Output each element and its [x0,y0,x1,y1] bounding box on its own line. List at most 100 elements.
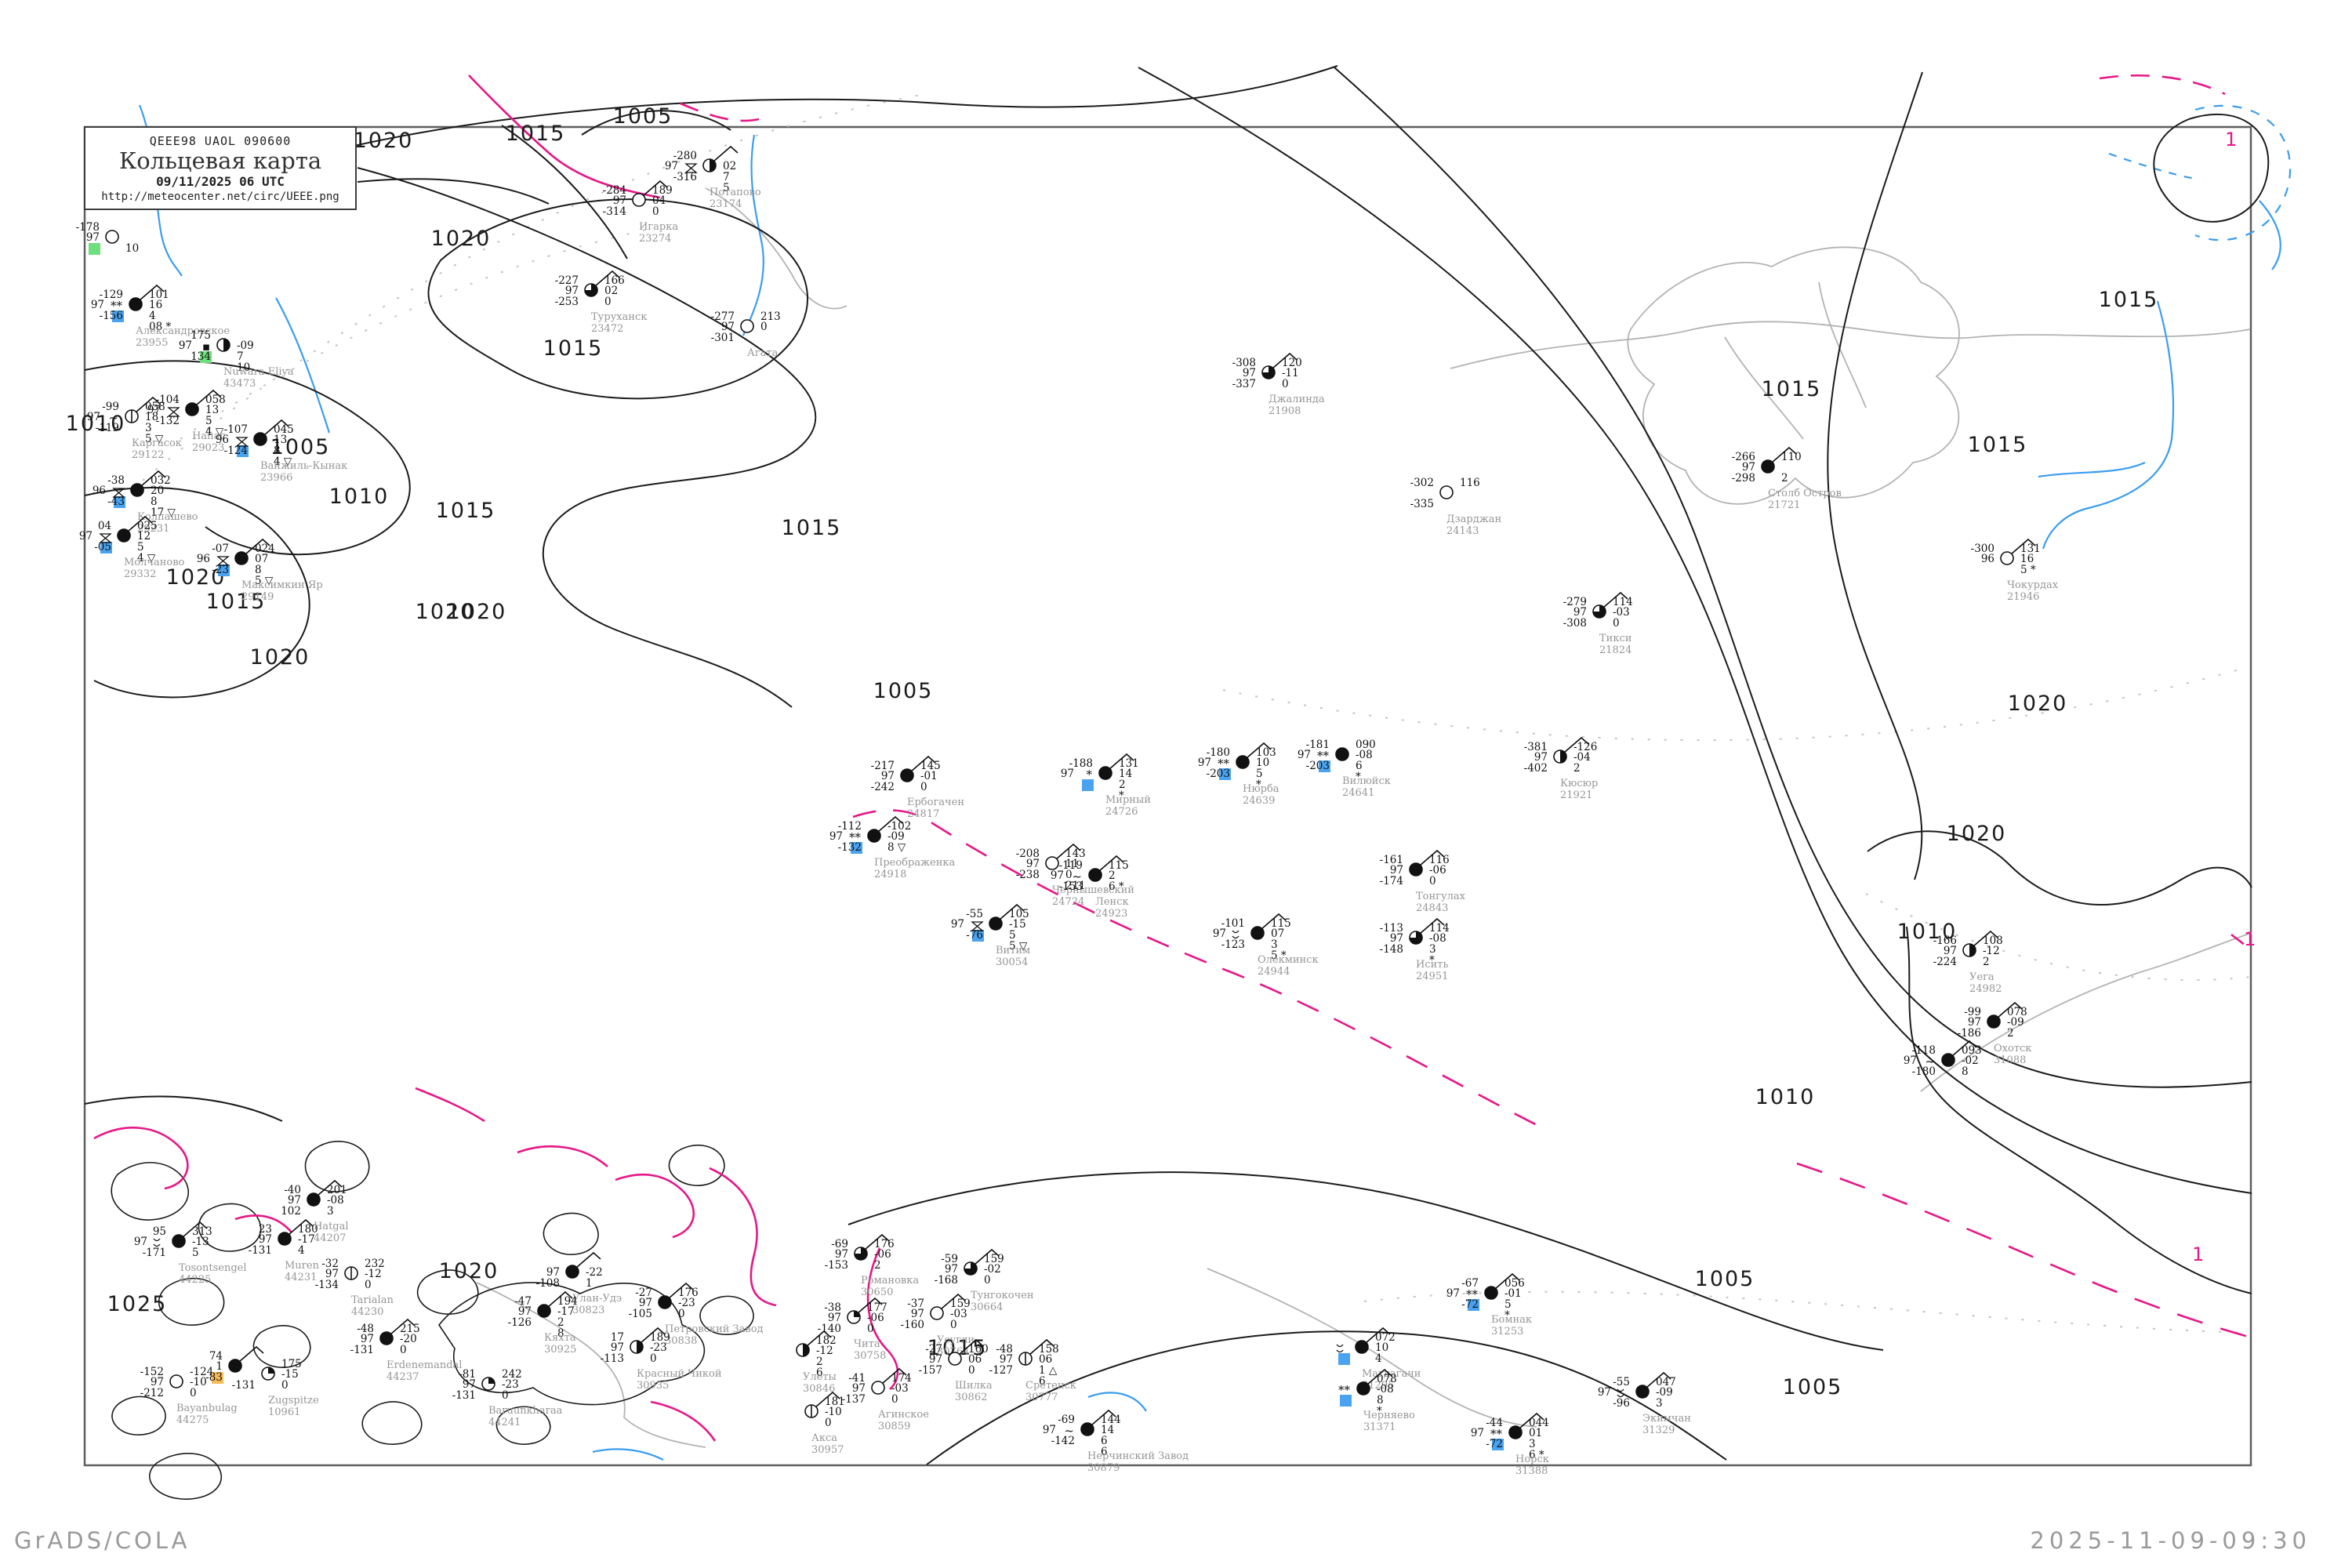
station-value: Baruunkharaa [488,1405,563,1417]
station-value: -152 [140,1366,164,1378]
wind-barb [1272,352,1298,369]
station-value: -108 [536,1277,560,1290]
wind-barb [1365,1327,1391,1344]
station-value: -72 [1486,1438,1503,1450]
wind-barb [864,1233,890,1250]
station-value: 8 ▽ [887,841,906,854]
station-value: Потапово [710,187,761,198]
station-value: -161 [1380,854,1403,866]
station-value: Уега [1969,971,1994,983]
station-value: -112 [838,820,862,833]
station-value: 201 [327,1184,347,1196]
station-value: 24944 [1258,966,1290,978]
wind-barb [263,419,289,436]
station-value: 97 [1390,932,1403,945]
station-value: 4 [1375,1352,1382,1365]
cloud-cover-icon [278,1232,292,1246]
station-value: ** [1490,1427,1503,1441]
station-value: 2 [2007,1027,2014,1040]
station-value: ** [1317,749,1330,763]
cloud-cover-icon [2000,551,2014,565]
wind-barb [1091,1409,1116,1426]
station-value: 97 [828,1312,841,1324]
station-value: Hatgal [314,1221,349,1232]
station-value: 108 [1983,935,2003,947]
station-value: -142 [1051,1435,1075,1447]
station-value: 30758 [854,1350,886,1362]
station-value: 74 [209,1350,223,1363]
station-value: -188 [1069,757,1093,770]
wind-barb [1563,736,1589,753]
station-value: 116 [1460,477,1480,489]
isobar-value-label: 1015 [1968,433,2028,457]
station-value: 97 [1051,869,1064,882]
station-value: -23 [212,564,229,576]
station-value: -104 [156,394,180,406]
station-value: 176 [874,1238,895,1250]
station-value: 5 ▽ [1009,940,1028,953]
station-value: 30838 [665,1335,697,1347]
wind-barb [1519,1412,1544,1429]
station-value: -23 [650,1341,667,1354]
station-value: 96 [1981,553,1994,565]
station-value: 0 [502,1389,509,1402]
station-value: 17 ▽ [151,506,176,519]
wind-barb [594,270,620,287]
station-value: -69 [1058,1414,1075,1426]
station-value: -38 [824,1301,841,1314]
wind-barb [1055,843,1081,860]
station-value: -227 [555,274,579,287]
cloud-cover-icon [1941,1053,1955,1067]
station-value: Петровский Завод [665,1323,764,1335]
cloud-cover-icon [1045,856,1059,870]
wind-barb [390,1318,416,1335]
station-value: -131 [249,1244,272,1257]
front-value-label: 1 [2225,129,2237,151]
cloud-cover-icon [740,319,754,333]
cloud-cover-icon [948,1352,962,1366]
station-value: 5 ▽ [255,575,274,587]
cloud-cover-icon [379,1331,394,1345]
cloud-cover-icon [1635,1385,1650,1399]
station-value: 2 [874,1259,881,1272]
station-value: 3 [1656,1397,1663,1410]
station-value: -217 [871,760,895,772]
station-value: * [1356,771,1361,783]
station-value: -212 [140,1387,164,1399]
station-plot: 741-83 [205,1345,264,1384]
station-value: 29149 [241,591,274,603]
station-value: * [1377,1405,1382,1417]
map-frame [83,125,2252,1467]
wind-barb [1951,1040,1977,1057]
cloud-cover-icon [105,230,119,244]
station-value: 97 [325,1268,339,1280]
station-value: 180 [298,1223,318,1236]
station-value: 97 [86,231,100,244]
station-value: -148 [1380,943,1403,956]
station-value: 1 [216,1360,223,1373]
station-value: -134 [315,1279,339,1291]
station-value: 44230 [351,1306,383,1318]
data-square [1338,1353,1350,1365]
station-value: 24726 [1105,806,1138,818]
station-value: 1 [586,1277,593,1290]
weather-icon [112,488,125,498]
data-square [100,542,112,554]
station-value: 30846 [803,1383,835,1395]
station-value: -301 [711,332,735,344]
cloud-cover-icon [1098,766,1112,780]
station-value: 44241 [488,1417,521,1428]
station-value: 97 [361,1333,374,1345]
wind-barb [642,180,668,197]
wind-barb [806,1330,832,1347]
station-value: ** [1338,1383,1351,1397]
station-value: 12 [137,530,151,543]
